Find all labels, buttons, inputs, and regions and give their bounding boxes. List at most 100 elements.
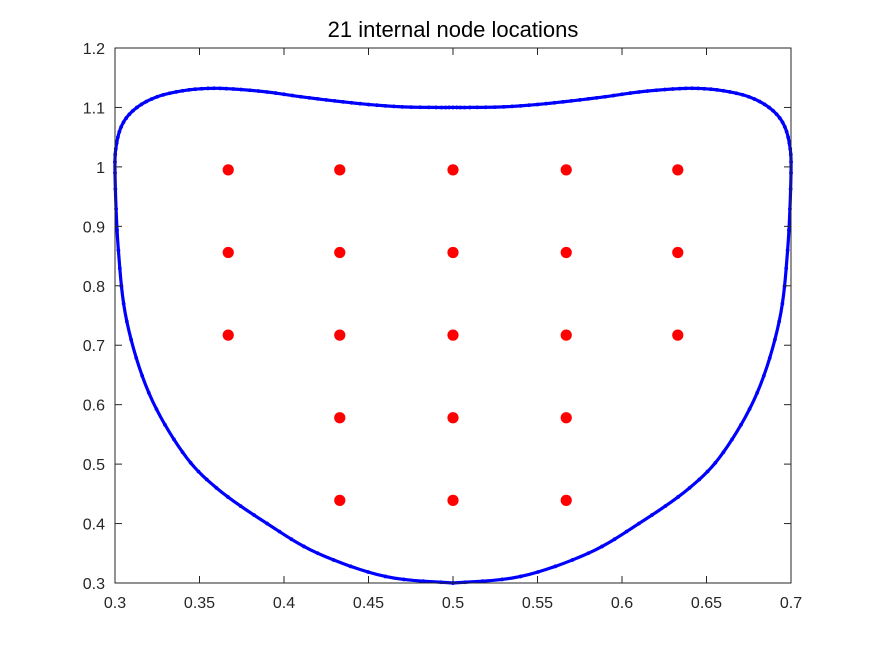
boundary-point <box>483 105 488 110</box>
boundary-point <box>676 495 681 499</box>
boundary-point <box>777 116 782 120</box>
boundary-point <box>434 105 438 110</box>
boundary-point <box>696 86 700 91</box>
boundary-point <box>787 141 792 146</box>
axes: 0.3 0.35 0.4 0.45 0.5 0.55 0.6 0.65 0.7 0.3 0.4 0.5… <box>83 41 802 612</box>
boundary-point <box>366 102 371 107</box>
boundary-point <box>149 97 154 101</box>
boundary-point <box>662 87 667 92</box>
boundary-point <box>273 91 278 95</box>
boundary-point <box>767 355 772 360</box>
boundary-point <box>154 407 159 411</box>
boundary-point <box>238 504 243 508</box>
boundary-point <box>214 485 219 490</box>
boundary-point <box>161 92 166 97</box>
boundary-point <box>536 570 540 574</box>
boundary-point <box>134 355 139 360</box>
boundary-point <box>458 105 463 110</box>
boundary-point <box>780 301 785 306</box>
boundary-point <box>124 319 129 324</box>
boundary-point <box>421 579 426 584</box>
boundary-point <box>117 266 122 271</box>
boundary-point <box>121 301 126 306</box>
boundary-point <box>637 521 641 526</box>
boundary-point <box>188 460 193 465</box>
internal-node-point <box>560 412 572 424</box>
boundary-point <box>594 95 599 100</box>
boundary-point <box>171 437 176 442</box>
boundary-point <box>762 102 767 107</box>
boundary-point <box>560 99 565 104</box>
boundary-point <box>224 86 229 91</box>
x-tick-label: 0.3 <box>104 595 126 612</box>
x-tick-label: 0.5 <box>442 595 464 612</box>
internal-node-point <box>672 164 684 176</box>
boundary-point <box>782 124 787 129</box>
boundary-point <box>603 94 607 99</box>
plot-area <box>115 48 791 583</box>
boundary-point <box>684 86 688 91</box>
boundary-point <box>654 88 659 93</box>
y-tick-label: 0.6 <box>83 398 105 415</box>
boundary-point <box>687 485 692 490</box>
boundary-point <box>121 120 126 125</box>
boundary-point <box>713 460 718 465</box>
boundary-series <box>113 86 793 585</box>
boundary-point <box>383 574 388 579</box>
internal-node-point <box>560 246 572 259</box>
boundary-point <box>628 91 633 95</box>
boundary-point <box>265 521 269 526</box>
boundary-point <box>332 99 337 103</box>
y-tick-label: 1.1 <box>83 100 105 117</box>
boundary-point <box>256 89 261 93</box>
boundary-point <box>544 101 548 106</box>
internal-node-point <box>447 164 459 176</box>
boundary-point <box>705 469 710 474</box>
boundary-point <box>577 98 582 102</box>
y-tick-label: 0.4 <box>83 517 105 534</box>
boundary-point <box>348 564 353 569</box>
boundary-point <box>315 97 320 101</box>
boundary-point <box>443 105 448 110</box>
boundary-point <box>451 105 455 110</box>
internal-node-point <box>672 329 684 341</box>
boundary-point <box>114 141 119 146</box>
y-tick-label: 0.9 <box>83 219 105 236</box>
internal-node-point <box>222 329 234 341</box>
boundary-point <box>788 146 793 151</box>
internal-node-point <box>447 246 459 259</box>
boundary-point <box>721 450 726 455</box>
boundary-point <box>349 100 354 105</box>
boundary-point <box>391 104 396 109</box>
boundary-point <box>290 93 295 98</box>
internal-node-point <box>222 164 234 176</box>
boundary-point <box>527 103 531 108</box>
boundary-point <box>146 390 151 395</box>
boundary-point <box>761 373 766 378</box>
internal-node-point <box>560 494 572 506</box>
boundary-point <box>780 120 785 125</box>
boundary-point <box>586 97 591 101</box>
boundary-point <box>730 437 735 442</box>
boundary-point <box>535 102 540 107</box>
boundary-point <box>702 86 707 91</box>
boundary-point <box>426 105 431 110</box>
boundary-point <box>315 551 320 556</box>
boundary-point <box>265 90 269 94</box>
boundary-point <box>193 87 198 92</box>
boundary-point <box>341 99 346 104</box>
boundary-point <box>187 87 191 92</box>
boundary-point <box>518 574 523 579</box>
boundary-point <box>697 477 702 482</box>
boundary-point <box>570 558 575 562</box>
boundary-point <box>784 266 789 271</box>
boundary-point <box>501 104 506 109</box>
boundary-point <box>785 248 790 253</box>
boundary-point <box>124 116 129 120</box>
boundary-point <box>569 99 574 103</box>
internal-nodes-series <box>222 164 684 506</box>
boundary-point <box>375 103 379 108</box>
boundary-point <box>752 97 757 101</box>
internal-node-point <box>334 494 346 506</box>
